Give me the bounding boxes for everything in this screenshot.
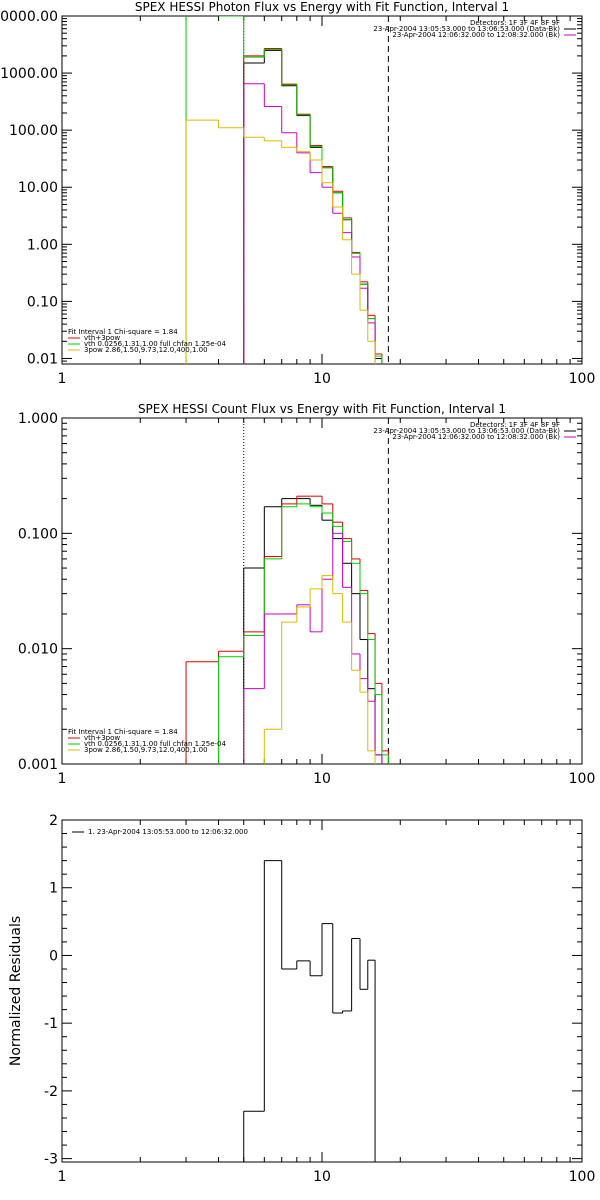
y-tick-label: -3 bbox=[44, 1152, 58, 1168]
series-5 bbox=[185, 119, 376, 364]
x-tick-label: 100 bbox=[569, 371, 596, 387]
series-1 bbox=[243, 860, 376, 1162]
plot-area bbox=[185, 418, 389, 764]
legend: 1. 23-Apr-2004 13:05:53.000 to 12:06:32.… bbox=[72, 828, 248, 836]
x-tick-label: 1 bbox=[58, 771, 67, 787]
plot-area bbox=[185, 16, 389, 364]
info-line: Detectors: 1F 3F 4F 8F 9F bbox=[470, 421, 560, 429]
y-tick-label: 10000.00 bbox=[0, 9, 58, 25]
y-tick-label: -2 bbox=[44, 1084, 58, 1100]
legend-label: 3pow 2.86,1.50,9.73,12.0,400,1.00 bbox=[84, 346, 208, 354]
y-axis: 0.01 0.10 1.00 10.00 100.00 1000.00 10000.00 bbox=[0, 9, 582, 367]
y-tick-label: 0.01 bbox=[27, 351, 58, 367]
chart-title: SPEX HESSI Count Flux vs Energy with Fit… bbox=[138, 402, 506, 416]
y-axis-label: Normalized Residuals bbox=[8, 916, 24, 1066]
info-line: 23-Apr-2004 12:06:32.000 to 12:08:32.000… bbox=[392, 31, 560, 39]
x-tick-label: 1 bbox=[58, 1169, 67, 1185]
x-tick-label: 10 bbox=[313, 371, 331, 387]
legend-title: Fit Interval 1 Chi-square = 1.84 bbox=[68, 328, 178, 336]
info-line: 23-Apr-2004 12:06:32.000 to 12:08:32.000… bbox=[392, 433, 560, 441]
y-tick-label: 1.00 bbox=[27, 237, 58, 253]
y-tick-label: 1000.00 bbox=[0, 66, 58, 82]
y-tick-label: 0.010 bbox=[18, 642, 58, 658]
legend: Fit Interval 1 Chi-square = 1.84vth+3pow… bbox=[68, 728, 226, 754]
x-tick-label: 100 bbox=[569, 771, 596, 787]
plot-area bbox=[243, 860, 376, 1162]
x-axis: 1 10 100 bbox=[58, 418, 596, 787]
legend-label: vth+3pow bbox=[84, 334, 120, 342]
plot-frame bbox=[61, 15, 583, 365]
y-axis: -3 -2 -1 0 1 2 bbox=[44, 813, 582, 1168]
series-3 bbox=[218, 503, 389, 764]
y-axis: 0.001 0.010 0.100 1.000 bbox=[18, 411, 582, 773]
chart-panel-2: 1 10 100 0.001 0.010 0.100 1.000 SPEX HESSI Cou… bbox=[18, 402, 596, 787]
chart-panel-1: 1 10 100 0.01 0.10 1.00 10.00 100.00 1000.00 1000… bbox=[0, 0, 596, 387]
x-axis: 1 10 100 bbox=[58, 820, 596, 1185]
x-tick-label: 1 bbox=[58, 371, 67, 387]
y-tick-label: 0.100 bbox=[18, 526, 58, 542]
legend-label: 1. 23-Apr-2004 13:05:53.000 to 12:06:32.… bbox=[88, 828, 248, 836]
x-axis: 1 10 100 bbox=[58, 16, 596, 387]
series-4 bbox=[243, 83, 376, 364]
legend-title: Fit Interval 1 Chi-square = 1.84 bbox=[68, 728, 178, 736]
y-tick-label: 2 bbox=[49, 813, 58, 829]
legend-label: vth 0.0256,1.31,1.00 full chfan 1.25e-04 bbox=[84, 340, 226, 348]
info-line: Detectors: 1F 3F 4F 8F 9F bbox=[470, 19, 560, 27]
legend-label: vth+3pow bbox=[84, 734, 120, 742]
y-tick-label: 10.00 bbox=[18, 180, 58, 196]
y-tick-label: 1 bbox=[49, 881, 58, 897]
y-tick-label: 0.10 bbox=[27, 294, 58, 310]
plot-frame bbox=[61, 819, 583, 1163]
series-2 bbox=[185, 495, 389, 764]
legend-label: 3pow 2.86,1.50,9.73,12.0,400,1.00 bbox=[84, 746, 208, 754]
y-tick-label: 0 bbox=[49, 948, 58, 964]
y-tick-label: 1.000 bbox=[18, 411, 58, 427]
info-line: 23-Apr-2004 13:05:53.000 to 13:06:53.000… bbox=[373, 25, 560, 33]
chart-panel-3: 1 10 100 -3 -2 -1 0 1 2 Normalized Residuals 1. 23… bbox=[8, 813, 596, 1185]
info-line: 23-Apr-2004 13:05:53.000 to 13:06:53.000… bbox=[373, 427, 560, 435]
x-tick-label: 10 bbox=[313, 771, 331, 787]
x-tick-label: 100 bbox=[569, 1169, 596, 1185]
y-tick-label: 0.001 bbox=[18, 757, 58, 773]
series-5 bbox=[263, 575, 376, 764]
legend-label: vth 0.0256,1.31,1.00 full chfan 1.25e-04 bbox=[84, 740, 226, 748]
x-tick-label: 10 bbox=[313, 1169, 331, 1185]
y-tick-label: -1 bbox=[44, 1016, 58, 1032]
legend: Fit Interval 1 Chi-square = 1.84vth+3pow… bbox=[68, 328, 226, 354]
y-tick-label: 100.00 bbox=[9, 123, 58, 139]
chart-title: SPEX HESSI Photon Flux vs Energy with Fi… bbox=[135, 0, 509, 14]
